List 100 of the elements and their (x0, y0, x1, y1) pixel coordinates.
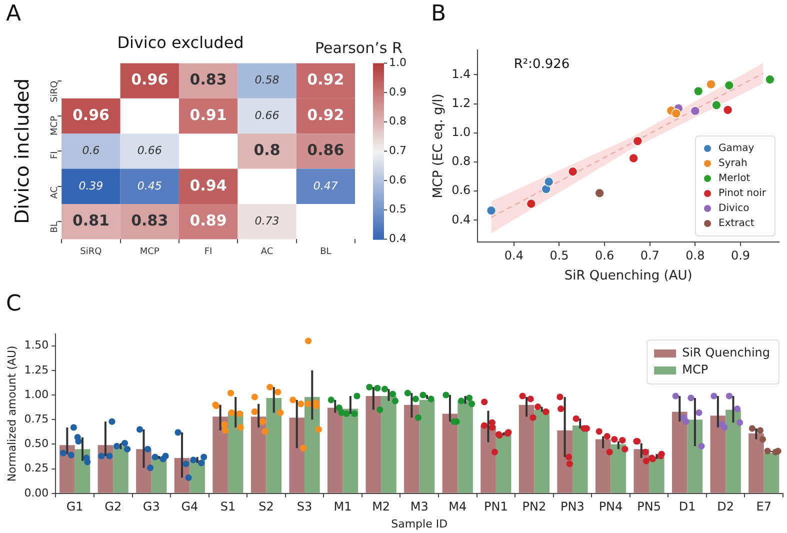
bar (672, 412, 688, 493)
point (712, 100, 722, 110)
text: C (6, 292, 22, 317)
data-label: 0.92 (307, 70, 344, 89)
point (706, 79, 716, 90)
x-tick-label: PN2 (522, 500, 546, 514)
color-bar-label: 0.7 (389, 144, 406, 158)
x-tick-label: PN3 (560, 500, 584, 514)
y-tick-label: 0.00 (24, 486, 49, 500)
point (690, 106, 700, 116)
point (722, 105, 733, 115)
legend-label: Pinot noir (718, 188, 767, 200)
y-tick-label: AC (50, 186, 60, 199)
y-tick-label: 0.8 (452, 154, 471, 168)
x-axis-title: Sample ID (391, 517, 448, 530)
legend-label: Merlot (718, 173, 750, 184)
data-label: 0.8 (254, 141, 280, 160)
x-tick-label: 0.7 (640, 248, 660, 262)
data-label: 0.73 (254, 214, 280, 228)
x-tick-label: PN1 (484, 500, 508, 514)
data-label: 0.89 (190, 211, 227, 230)
text: B (431, 2, 446, 27)
y-tick-label: 1.50 (24, 338, 49, 352)
x-tick-label: PN5 (637, 500, 661, 514)
x-tick-label: BL (320, 246, 332, 257)
legend-label: Syrah (718, 158, 748, 170)
data-label: 0.66 (137, 144, 162, 158)
bar (366, 396, 382, 493)
x-tick-label: M3 (410, 500, 428, 514)
y-tick-label: FI (50, 151, 60, 160)
data-label: 0.39 (78, 179, 104, 192)
y-tick-label: MCP (50, 115, 60, 136)
legend-label: Divico (718, 203, 750, 214)
y-tick-label: 0.6 (452, 183, 471, 198)
data-label: 0.58 (254, 74, 280, 87)
y-tick-label: 1.2 (452, 96, 471, 110)
y-tick-label: BL (50, 222, 60, 233)
color-bar-title: Pearson’s R (315, 39, 402, 58)
x-tick-label: S2 (258, 500, 274, 514)
y-tick-label: 0.25 (24, 462, 49, 475)
y-tick-label: 0.75 (24, 412, 49, 426)
x-tick-label: 0.6 (595, 248, 614, 262)
bar (649, 456, 664, 493)
bar (212, 416, 228, 493)
x-tick-label: M4 (448, 500, 467, 514)
x-tick-label: G2 (104, 500, 122, 514)
bar (250, 416, 266, 493)
bar (228, 412, 244, 493)
data-label: 0.45 (137, 179, 162, 192)
point (724, 80, 734, 90)
bar (458, 400, 473, 493)
x-tick-label: PN4 (598, 500, 623, 514)
color-bar-label: 0.4 (389, 232, 406, 246)
data-label: 0.81 (72, 211, 110, 230)
x-axis-title: SiR Quenching (AU) (564, 268, 692, 284)
y-tick-label: 1.4 (452, 66, 471, 81)
data-label: 0.66 (254, 108, 280, 122)
y-axis-title: MCP (EC eq. g/l) (431, 94, 446, 198)
bar (404, 404, 420, 493)
x-tick-label: G3 (142, 500, 160, 514)
y-axis-title: Normalized amount (AU) (5, 346, 18, 482)
point (671, 108, 682, 118)
data-label: 0.96 (131, 70, 168, 89)
data-label: 0.92 (307, 106, 344, 124)
x-tick-label: 0.4 (504, 248, 524, 262)
legend-label: MCP (682, 362, 708, 377)
x-tick-label: G4 (181, 500, 198, 514)
point (693, 86, 704, 96)
x-tick-label: SiRQ (80, 246, 102, 257)
color-bar-label: 0.9 (389, 85, 406, 98)
bar (419, 400, 435, 493)
bar (113, 446, 128, 493)
y-tick-label: 1.00 (24, 388, 49, 401)
legend-label: Extract (718, 218, 754, 230)
bar (710, 416, 726, 493)
x-tick-label: G1 (66, 500, 84, 514)
text: A (6, 2, 22, 27)
point (594, 188, 604, 198)
x-tick-label: FI (204, 246, 212, 257)
x-tick-label: D2 (717, 500, 734, 514)
point (628, 153, 638, 164)
bar (442, 414, 458, 493)
x-tick-label: 0.9 (730, 248, 750, 262)
bar (381, 396, 396, 493)
x-tick-label: M2 (372, 500, 390, 514)
legend-label: SiR Quenching (682, 346, 770, 360)
x-tick-label: D1 (678, 500, 696, 514)
x-tick-label: AC (260, 246, 274, 257)
y-axis-title: Divico included (11, 78, 34, 224)
bar (687, 420, 703, 493)
color-bar-label: 0.5 (389, 202, 406, 216)
y-tick-label: 1.0 (452, 125, 471, 140)
data-label: 0.6 (82, 144, 100, 158)
point (526, 198, 536, 209)
color-bar-label: 1.0 (389, 56, 406, 70)
x-tick-label: E7 (756, 500, 772, 514)
bar (496, 434, 512, 493)
legend-label: Gamay (718, 143, 754, 154)
bar (266, 398, 282, 493)
x-tick-label: MCP (140, 246, 160, 257)
